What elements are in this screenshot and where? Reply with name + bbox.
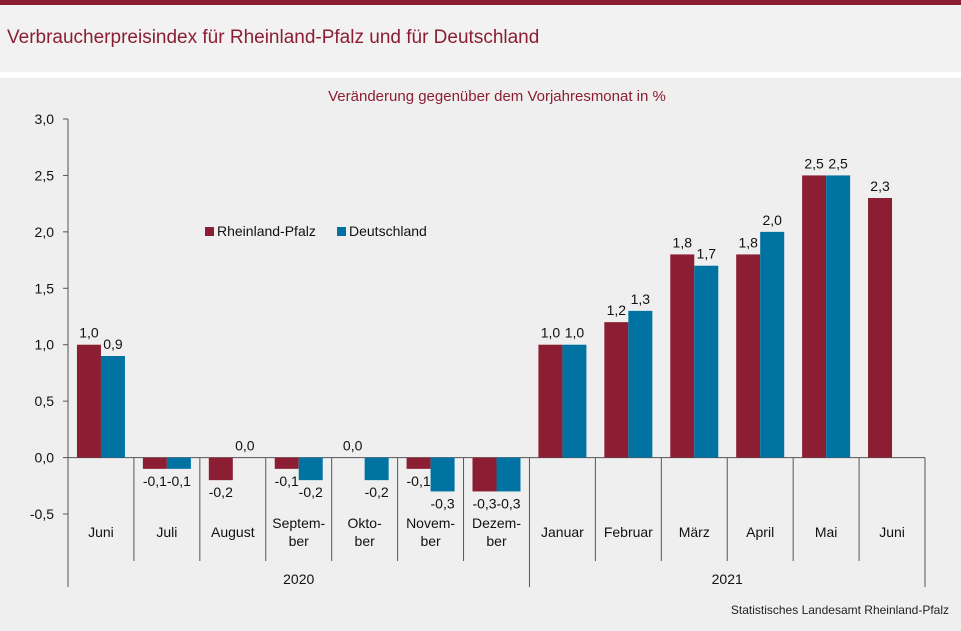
separator-rule (0, 72, 961, 78)
chart-area: Veränderung gegenüber dem Vorjahresmonat… (0, 78, 961, 631)
data-label: 1,7 (697, 246, 717, 262)
data-label: 1,0 (565, 325, 585, 341)
data-label: 2,5 (804, 155, 824, 171)
data-label: 1,0 (79, 325, 99, 341)
category-label: ber (420, 533, 441, 549)
bar-de (430, 457, 455, 492)
category-label: Juni (879, 524, 905, 540)
data-label: 2,5 (828, 155, 848, 171)
category-label: ber (289, 533, 310, 549)
bar-rlp (604, 322, 629, 458)
category-label: März (679, 524, 710, 540)
top-rule (0, 0, 961, 5)
bar-rlp (274, 457, 299, 469)
bar-rlp (802, 175, 827, 458)
category-label: Mai (815, 524, 838, 540)
y-tick-label: -0,5 (30, 506, 54, 522)
category-label: ber (486, 533, 507, 549)
y-tick-label: 1,0 (35, 337, 55, 353)
y-tick-label: 0,0 (35, 450, 55, 466)
data-label: 1,8 (738, 234, 758, 250)
data-label: -0,3 (472, 495, 496, 511)
data-label: 1,0 (541, 325, 561, 341)
bar-rlp (670, 254, 695, 458)
bar-chart: Veränderung gegenüber dem Vorjahresmonat… (30, 88, 926, 587)
year-label: 2021 (712, 571, 743, 587)
category-label: Februar (604, 524, 653, 540)
bar-de (364, 457, 389, 481)
y-tick-label: 1,5 (35, 280, 55, 296)
bar-rlp (736, 254, 761, 458)
data-label: -0,3 (496, 495, 520, 511)
category-label: ber (355, 533, 376, 549)
bar-de (628, 310, 653, 458)
bar-de (760, 231, 785, 458)
category-label: Juli (156, 524, 177, 540)
category-label: Januar (541, 524, 584, 540)
bar-de (694, 265, 719, 458)
data-label: 0,0 (343, 438, 363, 454)
header-band (0, 5, 961, 72)
bar-rlp (538, 344, 563, 458)
bar-de (496, 457, 521, 492)
data-label: -0,2 (365, 484, 389, 500)
bar-de (826, 175, 851, 458)
bar-de (100, 356, 125, 458)
category-label: Okto- (348, 515, 383, 531)
bar-de (166, 457, 191, 469)
y-tick-label: 2,0 (35, 224, 55, 240)
category-label: Septem- (272, 515, 325, 531)
category-label: August (211, 524, 255, 540)
legend-label: Deutschland (349, 223, 427, 239)
data-label: -0,1 (167, 473, 191, 489)
data-label: 1,2 (607, 302, 627, 318)
data-label: -0,2 (299, 484, 323, 500)
data-label: -0,1 (275, 473, 299, 489)
data-label: -0,2 (209, 484, 233, 500)
data-label: -0,3 (431, 495, 455, 511)
bar-rlp (208, 457, 233, 481)
data-label: -0,1 (143, 473, 167, 489)
y-tick-label: 0,5 (35, 393, 55, 409)
bar-rlp (76, 344, 101, 458)
data-label: 2,3 (870, 178, 890, 194)
data-label: 2,0 (762, 212, 782, 228)
bar-rlp (868, 198, 893, 458)
chart-subtitle: Veränderung gegenüber dem Vorjahresmonat… (328, 88, 666, 105)
category-label: Novem- (406, 515, 455, 531)
legend-swatch-de (337, 227, 346, 236)
bar-rlp (472, 457, 497, 492)
legend-swatch-rlp (205, 227, 214, 236)
y-tick-label: 3,0 (35, 111, 55, 127)
bar-rlp (406, 457, 431, 469)
data-label: 1,3 (631, 291, 651, 307)
category-label: Juni (88, 524, 114, 540)
y-tick-label: 2,5 (35, 167, 55, 183)
bar-de (562, 344, 587, 458)
category-label: April (746, 524, 774, 540)
data-label: -0,1 (407, 473, 431, 489)
year-label: 2020 (283, 571, 314, 587)
page-title: Verbraucherpreisindex für Rheinland-Pfal… (7, 27, 540, 48)
data-label: 0,9 (103, 336, 123, 352)
bar-de (298, 457, 323, 481)
legend-label: Rheinland-Pfalz (217, 223, 316, 239)
data-label: 1,8 (673, 234, 693, 250)
data-label: 0,0 (235, 438, 255, 454)
bar-rlp (142, 457, 167, 469)
category-label: Dezem- (472, 515, 521, 531)
source-note: Statistisches Landesamt Rheinland-Pfalz (730, 603, 949, 617)
